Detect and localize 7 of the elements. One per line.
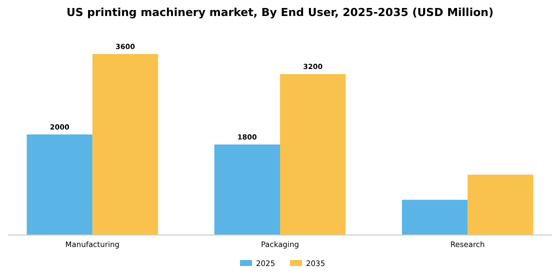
bar [402, 200, 468, 235]
bar [92, 54, 158, 235]
chart-title: US printing machinery market, By End User, 2025-2035 (USD Million) [66, 6, 494, 19]
bar [468, 174, 534, 235]
bar [280, 74, 346, 235]
bar [26, 134, 92, 235]
bar [214, 144, 280, 235]
